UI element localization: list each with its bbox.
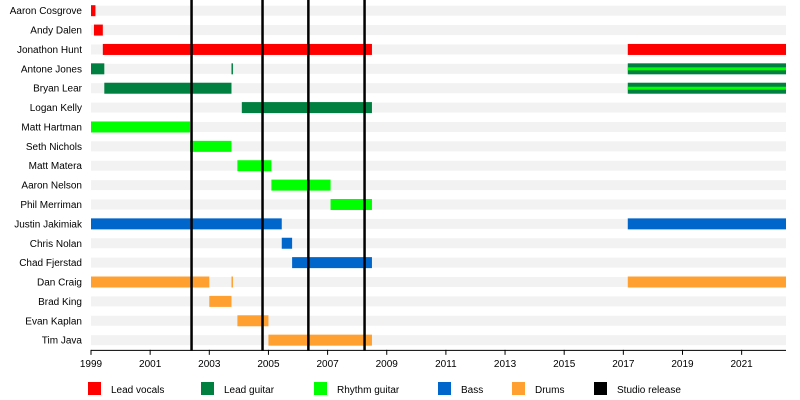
member-label: Brad King — [38, 297, 82, 308]
member-label: Chris Nolan — [30, 239, 82, 250]
member-bar-secondary — [627, 86, 786, 90]
legend: Lead vocals Lead guitar Rhythm guitar Bass D… — [88, 382, 681, 396]
x-axis: 1999 2001 2003 2005 2007 2009 2011 2013 2015 2017… — [80, 349, 786, 370]
member-label: Andy Dalen — [30, 26, 82, 37]
row-stripe — [91, 218, 786, 229]
member-bar — [231, 63, 233, 75]
member-label: Aaron Nelson — [21, 181, 82, 192]
row-stripe — [91, 63, 786, 74]
member-bar — [104, 82, 232, 94]
row-stripe — [91, 5, 786, 16]
member-bar-secondary — [627, 67, 786, 71]
x-tick-label: 1999 — [80, 359, 103, 370]
x-tick-label: 2015 — [553, 359, 576, 370]
x-tick-label: 2009 — [376, 359, 399, 370]
member-bar — [271, 179, 331, 191]
row-stripe — [91, 199, 786, 210]
member-bar — [268, 334, 372, 346]
member-labels: Aaron Cosgrove Andy Dalen Jonathon Hunt Ant… — [10, 6, 83, 346]
member-bar — [209, 295, 232, 307]
member-label: Phil Merriman — [20, 200, 82, 211]
member-bar — [241, 102, 372, 114]
legend-swatch-studio — [594, 382, 607, 395]
x-tick-label: 2021 — [731, 359, 754, 370]
member-bar — [231, 276, 233, 288]
member-label: Aaron Cosgrove — [10, 6, 83, 17]
legend-label-lead_guitar: Lead guitar — [224, 385, 275, 396]
member-bar — [627, 43, 786, 55]
row-stripe — [91, 238, 786, 249]
x-tick-label: 2019 — [671, 359, 694, 370]
member-bar — [102, 43, 372, 55]
x-tick-label: 2007 — [316, 359, 339, 370]
row-stripe — [91, 102, 786, 113]
member-bar — [91, 121, 191, 133]
member-label: Matt Matera — [29, 161, 83, 172]
member-bars — [91, 5, 786, 346]
row-stripe — [91, 296, 786, 307]
legend-swatch-drums — [512, 382, 525, 395]
member-label: Seth Nichols — [26, 142, 82, 153]
row-stripe — [91, 141, 786, 152]
legend-label-bass: Bass — [461, 385, 483, 396]
member-bar — [190, 140, 232, 152]
member-label: Dan Craig — [37, 278, 82, 289]
member-bar — [93, 24, 103, 36]
row-stripe — [91, 83, 786, 94]
x-tick-label: 2011 — [435, 359, 457, 370]
legend-label-lead_vocals: Lead vocals — [111, 385, 164, 396]
member-bar — [627, 276, 786, 288]
member-label: Chad Fjerstad — [19, 258, 82, 269]
member-bar — [237, 160, 272, 172]
row-stripe — [91, 121, 786, 132]
member-label: Bryan Lear — [33, 84, 83, 95]
x-tick-label: 2013 — [494, 359, 517, 370]
member-label: Logan Kelly — [30, 103, 82, 114]
x-tick-label: 2005 — [257, 359, 280, 370]
member-label: Matt Hartman — [21, 122, 82, 133]
member-bar — [91, 5, 96, 17]
member-bar — [627, 218, 786, 230]
row-stripe — [91, 160, 786, 171]
legend-label-studio: Studio release — [617, 385, 681, 396]
x-tick-label: 2017 — [612, 359, 635, 370]
x-tick-label: 2001 — [139, 359, 162, 370]
legend-swatch-lead_vocals — [88, 382, 101, 395]
row-stripe — [91, 277, 786, 288]
row-stripe — [91, 25, 786, 36]
member-bar — [281, 237, 293, 249]
row-stripe — [91, 180, 786, 191]
legend-label-drums: Drums — [535, 385, 564, 396]
row-stripe — [91, 257, 786, 268]
legend-swatch-lead_guitar — [201, 382, 214, 395]
legend-label-rhythm_guitar: Rhythm guitar — [337, 385, 400, 396]
member-label: Justin Jakimiak — [14, 219, 83, 230]
legend-swatch-bass — [438, 382, 451, 395]
x-tick-label: 2003 — [198, 359, 221, 370]
member-bar — [237, 315, 269, 327]
member-label: Tim Java — [42, 336, 83, 347]
row-stripe — [91, 335, 786, 346]
row-stripes — [91, 5, 786, 346]
legend-swatch-rhythm_guitar — [314, 382, 327, 395]
studio-release-lines — [190, 0, 366, 351]
member-label: Jonathon Hunt — [17, 45, 82, 56]
row-stripe — [91, 44, 786, 55]
member-bar — [91, 218, 282, 230]
row-stripe — [91, 315, 786, 326]
member-label: Antone Jones — [21, 64, 82, 75]
member-bar — [330, 198, 372, 210]
member-bar — [91, 63, 105, 75]
member-label: Evan Kaplan — [25, 316, 82, 327]
member-bar — [292, 257, 372, 269]
member-bar — [91, 276, 210, 288]
